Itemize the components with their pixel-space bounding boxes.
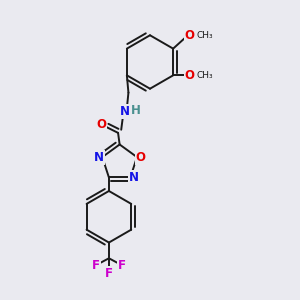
Text: N: N <box>120 105 130 118</box>
Text: F: F <box>105 267 113 280</box>
Text: CH₃: CH₃ <box>196 31 213 40</box>
Text: F: F <box>92 259 100 272</box>
Text: N: N <box>94 151 104 164</box>
Text: O: O <box>184 28 194 42</box>
Text: N: N <box>128 171 139 184</box>
Text: H: H <box>131 104 141 117</box>
Text: O: O <box>184 69 194 82</box>
Text: O: O <box>136 151 146 164</box>
Text: O: O <box>96 118 106 130</box>
Text: CH₃: CH₃ <box>196 71 213 80</box>
Text: F: F <box>118 259 126 272</box>
